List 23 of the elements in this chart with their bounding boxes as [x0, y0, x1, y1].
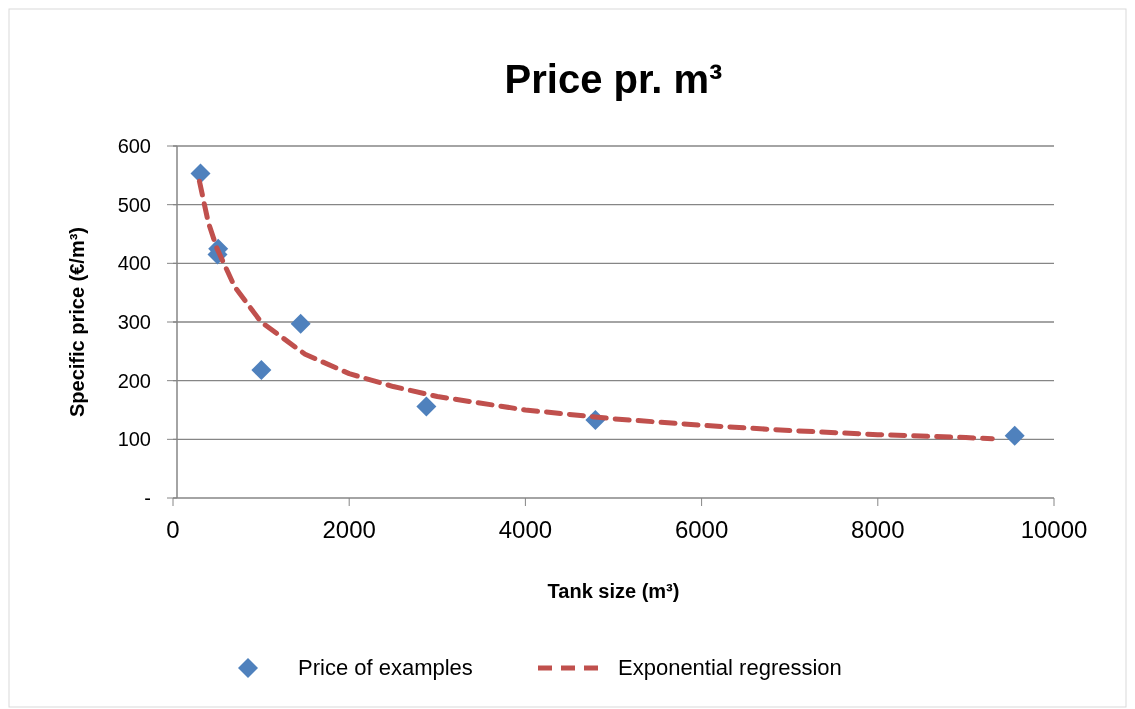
y-tick-label: 500 — [117, 193, 151, 216]
x-tick-label: 8000 — [851, 516, 905, 543]
y-tick-label: - — [144, 487, 151, 509]
legend-label: Price of examples — [298, 655, 473, 680]
x-tick-label: 6000 — [674, 516, 729, 543]
y-axis-title: Specific price (€/m³) — [66, 226, 88, 418]
y-tick-label: 200 — [117, 369, 151, 392]
x-tick-label: 0 — [166, 516, 180, 543]
point — [416, 396, 437, 417]
point — [1004, 425, 1025, 446]
x-tick-label: 2000 — [322, 516, 376, 543]
y-tick-label: 300 — [117, 311, 151, 333]
y-tick-label: 100 — [117, 428, 151, 451]
legend-label: Exponential regression — [618, 655, 842, 680]
y-tick-label: 600 — [117, 135, 151, 157]
point — [290, 313, 311, 334]
x-axis-title: Tank size (m³) — [547, 580, 680, 602]
point — [251, 360, 272, 381]
chart-title: Price pr. m³ — [504, 57, 723, 101]
x-tick-label: 4000 — [498, 516, 553, 543]
point — [190, 163, 211, 184]
y-tick-label: 400 — [117, 252, 151, 275]
x-tick-label: 10000 — [1020, 516, 1088, 543]
